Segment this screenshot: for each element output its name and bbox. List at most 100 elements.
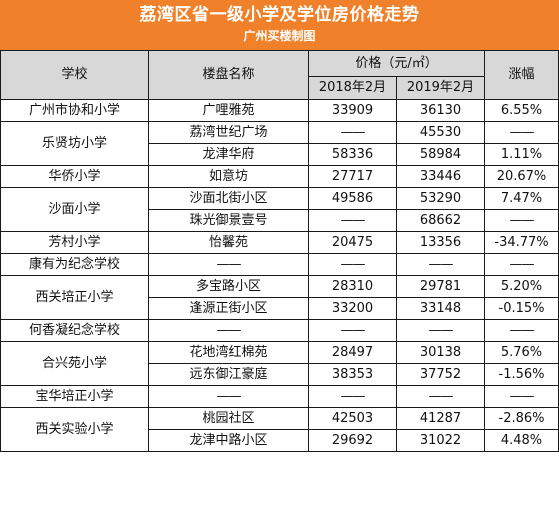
table-subtitle: 广州买楼制图 xyxy=(243,29,316,43)
price-2018-cell: 20475 xyxy=(308,231,397,254)
price-2018-cell: —— xyxy=(308,385,397,408)
price-2018-cell: —— xyxy=(308,121,397,144)
change-cell: 7.47% xyxy=(484,187,559,210)
table-row: 沙面小学 沙面北街小区 49586 53290 7.47% xyxy=(0,187,559,232)
table-row: 何香凝纪念学校 —— —— —— —— xyxy=(0,319,559,342)
change-cell: 20.67% xyxy=(484,165,559,188)
change-cell: -2.86% xyxy=(484,407,559,430)
change-cell: 5.20% xyxy=(484,275,559,298)
table-row: 芳村小学 怡馨苑 20475 13356 -34.77% xyxy=(0,231,559,254)
table-row: 西关实验小学 桃园社区 42503 41287 -2.86% xyxy=(0,407,559,452)
estate-cell: 广哩雅苑 xyxy=(148,99,309,122)
table-row: 逢源正街小区 33200 33148 -0.15% xyxy=(1,297,559,320)
price-2019-cell: 53290 xyxy=(395,187,486,210)
price-2018-cell: 42503 xyxy=(308,407,397,430)
price-2018-cell: —— xyxy=(308,319,397,342)
change-cell: —— xyxy=(484,319,559,342)
school-cell: 合兴苑小学 xyxy=(0,341,149,386)
price-2019-cell: 41287 xyxy=(395,407,486,430)
header-price: 价格（元/㎡） xyxy=(307,50,486,77)
school-cell: 华侨小学 xyxy=(0,165,149,188)
price-2018-cell: 27717 xyxy=(308,165,397,188)
price-2018-cell: 28310 xyxy=(308,275,397,298)
price-2019-cell: —— xyxy=(395,385,486,408)
change-cell: 1.11% xyxy=(484,143,559,166)
price-2019-cell: 68662 xyxy=(395,209,486,232)
school-cell: 乐贤坊小学 xyxy=(0,121,149,166)
change-cell: —— xyxy=(484,209,559,232)
price-2019-cell: 37752 xyxy=(395,363,486,386)
header-2018: 2018年2月 xyxy=(308,76,397,100)
estate-cell: 多宝路小区 xyxy=(148,275,309,298)
change-cell: -0.15% xyxy=(484,297,559,320)
estate-cell: 逢源正街小区 xyxy=(148,297,309,320)
price-2018-cell: —— xyxy=(308,253,397,276)
price-2019-cell: 58984 xyxy=(395,143,486,166)
estate-cell: 龙津华府 xyxy=(148,143,309,166)
price-2019-cell: 13356 xyxy=(395,231,486,254)
change-cell: -34.77% xyxy=(484,231,559,254)
school-cell: 芳村小学 xyxy=(0,231,149,254)
estate-cell: 龙津中路小区 xyxy=(148,429,309,452)
price-2018-cell: 49586 xyxy=(308,187,397,210)
estate-cell: 怡馨苑 xyxy=(148,231,309,254)
header-change: 涨幅 xyxy=(484,50,559,100)
price-2019-cell: —— xyxy=(395,319,486,342)
change-cell: -1.56% xyxy=(484,363,559,386)
price-2019-cell: 31022 xyxy=(395,429,486,452)
price-2019-cell: 29781 xyxy=(395,275,486,298)
price-2018-cell: 33200 xyxy=(308,297,397,320)
change-cell: 5.76% xyxy=(484,341,559,364)
price-table: 学校 楼盘名称 价格（元/㎡） 涨幅 2018年2月 2019年2月 广州市协和… xyxy=(0,50,559,452)
change-cell: 6.55% xyxy=(484,99,559,122)
estate-cell: —— xyxy=(148,319,309,342)
price-2018-cell: —— xyxy=(308,209,397,232)
table-row: 远东御江豪庭 38353 37752 -1.56% xyxy=(1,363,559,386)
change-cell: —— xyxy=(484,253,559,276)
price-2019-cell: 30138 xyxy=(395,341,486,364)
school-cell: 西关实验小学 xyxy=(0,407,149,452)
school-cell: 宝华培正小学 xyxy=(0,385,149,408)
price-2019-cell: —— xyxy=(395,253,486,276)
school-cell: 何香凝纪念学校 xyxy=(0,319,149,342)
price-2018-cell: 38353 xyxy=(308,363,397,386)
school-cell: 康有为纪念学校 xyxy=(0,253,149,276)
change-cell: —— xyxy=(484,121,559,144)
table-row: 康有为纪念学校 —— —— —— —— xyxy=(0,253,559,276)
title-banner: 荔湾区省一级小学及学位房价格走势 广州买楼制图 xyxy=(0,0,559,50)
table-row: 广州市协和小学 广哩雅苑 33909 36130 6.55% xyxy=(0,99,559,122)
table-row: 乐贤坊小学 荔湾世纪广场 —— 45530 —— xyxy=(0,121,559,166)
header-estate: 楼盘名称 xyxy=(148,50,309,100)
table-row: 宝华培正小学 —— —— —— —— xyxy=(0,385,559,408)
estate-cell: 珠光御景壹号 xyxy=(148,209,309,232)
change-cell: —— xyxy=(484,385,559,408)
change-cell: 4.48% xyxy=(484,429,559,452)
school-cell: 西关培正小学 xyxy=(0,275,149,320)
price-2018-cell: 29692 xyxy=(308,429,397,452)
table-row: 合兴苑小学 花地湾红棉苑 28497 30138 5.76% xyxy=(0,341,559,386)
table-header: 学校 楼盘名称 价格（元/㎡） 涨幅 2018年2月 2019年2月 xyxy=(0,50,559,100)
school-cell: 广州市协和小学 xyxy=(0,99,149,122)
price-2019-cell: 45530 xyxy=(395,121,486,144)
estate-cell: 远东御江豪庭 xyxy=(148,363,309,386)
estate-cell: 如意坊 xyxy=(148,165,309,188)
price-2018-cell: 28497 xyxy=(308,341,397,364)
price-2019-cell: 33148 xyxy=(395,297,486,320)
price-2018-cell: 33909 xyxy=(308,99,397,122)
estate-cell: —— xyxy=(148,253,309,276)
estate-cell: —— xyxy=(148,385,309,408)
table-body: 广州市协和小学 广哩雅苑 33909 36130 6.55% 乐贤坊小学 荔湾世纪广场 —— 4… xyxy=(0,99,559,452)
estate-cell: 沙面北街小区 xyxy=(148,187,309,210)
estate-cell: 花地湾红棉苑 xyxy=(148,341,309,364)
price-2018-cell: 58336 xyxy=(308,143,397,166)
header-school: 学校 xyxy=(0,50,149,100)
table-title: 荔湾区省一级小学及学位房价格走势 xyxy=(139,5,420,25)
table-row: 龙津中路小区 29692 31022 4.48% xyxy=(1,429,559,452)
table-row: 华侨小学 如意坊 27717 33446 20.67% xyxy=(0,165,559,188)
school-cell: 沙面小学 xyxy=(0,187,149,232)
header-2019: 2019年2月 xyxy=(395,76,486,100)
estate-cell: 桃园社区 xyxy=(148,407,309,430)
table-row: 西关培正小学 多宝路小区 28310 29781 5.20% xyxy=(0,275,559,320)
estate-cell: 荔湾世纪广场 xyxy=(148,121,309,144)
